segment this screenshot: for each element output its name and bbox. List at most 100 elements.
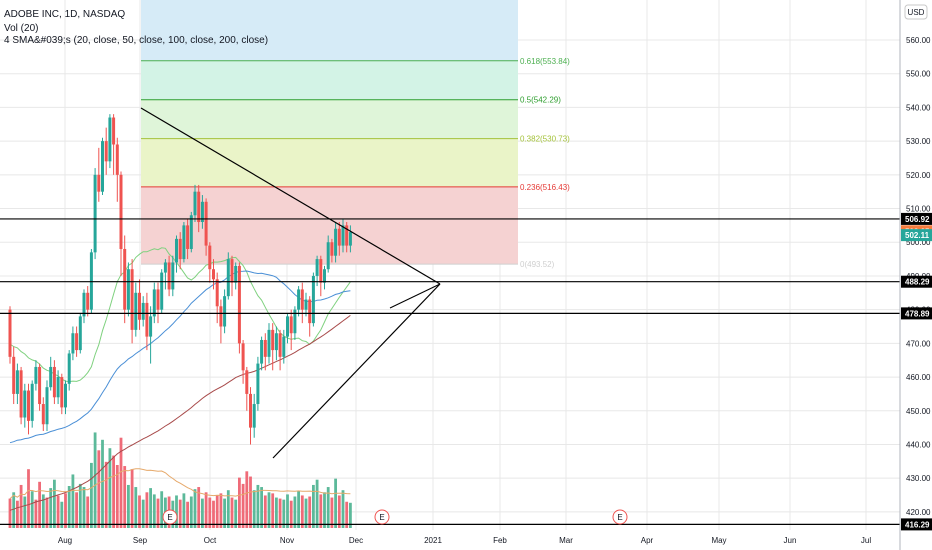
candle [189,211,193,253]
volume-bar [182,493,186,528]
candle [101,137,104,196]
candlesticks[interactable] [8,114,352,445]
candle-body [348,232,352,246]
level-price-label: 488.29 [905,278,930,287]
candle-body [30,383,34,421]
currency-badge[interactable] [904,4,928,20]
candle-body [286,316,289,337]
volume-bar [86,496,90,528]
candle [156,282,160,324]
price-tick-label: 450.00 [906,407,931,416]
candle-body [304,299,308,310]
candle [308,296,312,337]
volume-bar [27,469,30,528]
candle [237,262,241,354]
level-price-label: 506.92 [905,215,930,224]
candle [30,380,34,428]
sma-legend[interactable]: 4 SMA&#039;s (20, close, 50, close, 100,… [4,35,268,46]
candle [267,323,271,364]
price-axis[interactable]: 420.00430.00440.00450.00460.00470.00480.… [899,0,932,550]
volume-bar [278,498,282,528]
volume-bar [312,484,315,528]
candle [141,296,145,327]
time-tick-label: 2021 [424,536,442,545]
time-tick-label: Feb [493,536,507,545]
fib-level-label: 0(493.52) [520,260,555,269]
candle [123,235,127,324]
volume-bar [67,486,71,528]
candle-body [308,299,312,324]
volume-bar [212,500,215,528]
candle-body [263,339,267,357]
horizontal-levels[interactable] [0,218,900,525]
volume-bar [275,497,278,528]
volume-legend[interactable]: Vol (20) [4,23,38,34]
candle [278,329,282,371]
price-tick-label: 420.00 [906,508,931,517]
candle-body [56,377,60,398]
level-price-badge [901,275,932,288]
candle [226,252,230,300]
candle [167,255,171,297]
candle [23,383,27,428]
candle [274,326,278,361]
level-price-badge [901,518,932,531]
volume-bar [267,492,271,528]
candle [149,306,153,364]
candle-body [97,174,101,192]
candle [49,356,53,391]
candle-body [115,144,119,175]
volume-bar [115,465,119,528]
candle-body [8,309,12,357]
price-tick-label: 560.00 [906,36,931,45]
candle [311,272,315,327]
candle-body [274,333,278,351]
candle [293,306,297,340]
fib-level-label: 0.382(530.73) [520,135,570,144]
candle [252,393,256,438]
candle [263,333,267,371]
candle-body [334,228,338,256]
candle [186,218,190,260]
level-price-label: 478.89 [905,309,930,318]
candle-body [282,336,286,357]
price-tick-label: 440.00 [906,440,931,449]
volume-bar [297,491,300,528]
currency-label: USD [908,8,925,17]
volume-bar [271,493,275,528]
volume-bar [252,490,256,528]
time-tick-label: Oct [204,536,217,545]
candle-body [71,333,75,354]
volume-bar [256,484,260,528]
candle [234,262,238,290]
volume-bar [90,462,93,528]
candle-body [52,366,56,398]
earnings-marker: E [612,509,628,525]
volume-bar [201,498,204,528]
candle [245,366,249,411]
candle-body [215,279,219,307]
time-axis[interactable]: Aug Sep Oct Nov Dec 2021 Feb Mar Apr May Jun Jul [58,536,871,545]
volume-bar [23,496,27,528]
volume-bar [45,497,49,528]
candle-body [12,356,16,394]
candle [45,380,49,431]
candle [89,248,93,314]
volume-bar [30,491,34,528]
candle-body [241,343,245,371]
volume-bar [230,497,234,528]
volume-bar [34,499,38,528]
candle-body [123,248,127,310]
candle [208,242,212,283]
candle-body [219,306,223,327]
volume-bar [319,494,323,528]
candle-body [75,333,79,351]
volume-bar [341,490,345,528]
volume-bar [178,499,182,528]
candle [319,255,323,297]
time-tick-label: Jul [861,536,871,545]
volume-bar [223,498,226,528]
